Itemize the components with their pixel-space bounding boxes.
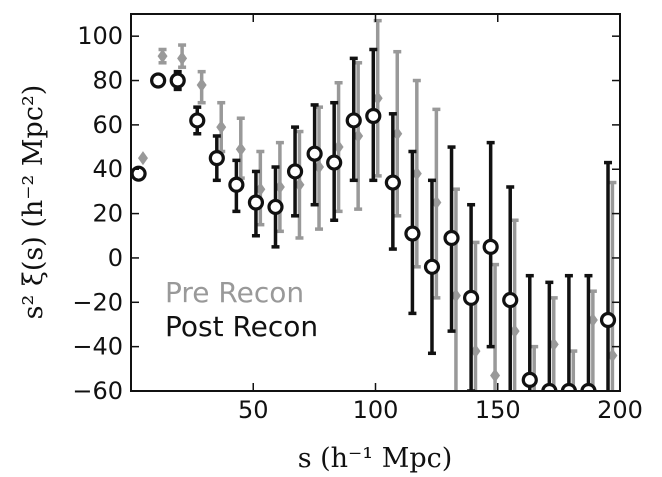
data-point-pre-recon bbox=[509, 324, 520, 339]
y-tick-label: 40 bbox=[92, 155, 123, 183]
data-point-pre-recon bbox=[196, 77, 207, 92]
data-point-pre-recon bbox=[431, 195, 442, 210]
y-tick-label: −60 bbox=[72, 377, 123, 405]
data-point-post-recon bbox=[443, 229, 460, 247]
y-tick-label: 80 bbox=[92, 67, 123, 95]
data-point-post-recon bbox=[189, 112, 206, 129]
data-point-post-recon bbox=[404, 225, 421, 242]
data-point-pre-recon bbox=[353, 128, 364, 143]
data-point-post-recon bbox=[306, 145, 323, 162]
data-point-post-recon bbox=[169, 72, 186, 89]
x-tick-label: 50 bbox=[238, 396, 269, 424]
data-point-pre-recon bbox=[294, 177, 305, 192]
y-tick-label: −20 bbox=[72, 288, 123, 316]
data-point-post-recon bbox=[423, 258, 441, 275]
data-point-post-recon bbox=[482, 238, 499, 255]
data-point-pre-recon bbox=[607, 348, 618, 363]
data-point-post-recon bbox=[286, 163, 304, 180]
y-tick-label: 100 bbox=[77, 22, 123, 50]
series-pre-recon bbox=[137, 18, 618, 391]
data-point-pre-recon bbox=[392, 126, 403, 141]
y-tick-label: 60 bbox=[92, 111, 123, 139]
data-point-post-recon bbox=[228, 176, 245, 193]
x-axis-title: s (h⁻¹ Mpc) bbox=[298, 443, 453, 474]
data-point-post-recon bbox=[326, 154, 343, 171]
data-point-post-recon bbox=[247, 194, 265, 211]
y-tick-label: −40 bbox=[72, 333, 123, 361]
data-point-pre-recon bbox=[157, 49, 168, 64]
y-tick-label: 20 bbox=[92, 200, 123, 228]
axis-ticks: 50 100 150 200 −60 −40 −20 0 20 40 60 80 100 bbox=[72, 14, 643, 424]
legend-entry-pre-recon: Pre Recon bbox=[165, 276, 304, 309]
data-point-post-recon bbox=[541, 382, 558, 391]
data-point-pre-recon bbox=[274, 179, 285, 194]
data-point-pre-recon bbox=[177, 51, 188, 66]
data-point-pre-recon bbox=[587, 313, 598, 328]
data-point-post-recon bbox=[267, 198, 284, 216]
y-tick-label: 0 bbox=[108, 244, 123, 272]
data-point-pre-recon bbox=[450, 288, 461, 303]
data-point-pre-recon bbox=[255, 182, 266, 197]
data-point-pre-recon bbox=[235, 142, 246, 157]
data-layer bbox=[131, 18, 618, 391]
legend-entry-post-recon: Post Recon bbox=[165, 310, 318, 343]
data-point-post-recon bbox=[150, 72, 167, 89]
data-point-pre-recon bbox=[372, 91, 383, 106]
x-tick-label: 200 bbox=[597, 396, 643, 424]
legend: Pre Recon Post Recon bbox=[165, 276, 318, 343]
data-point-pre-recon bbox=[333, 140, 344, 155]
data-point-post-recon bbox=[345, 112, 362, 129]
data-point-pre-recon bbox=[411, 166, 422, 181]
data-point-post-recon bbox=[599, 311, 617, 329]
data-point-post-recon bbox=[521, 371, 538, 389]
data-point-pre-recon bbox=[314, 160, 325, 175]
data-point-pre-recon bbox=[490, 368, 501, 383]
x-tick-label: 100 bbox=[353, 396, 399, 424]
data-point-post-recon bbox=[560, 382, 577, 391]
data-point-post-recon bbox=[365, 107, 382, 125]
data-point-pre-recon bbox=[470, 344, 481, 359]
y-axis-title: s² ξ(s) (h⁻² Mpc²) bbox=[18, 85, 49, 320]
data-point-post-recon bbox=[462, 289, 480, 306]
data-point-post-recon bbox=[502, 291, 519, 309]
data-point-pre-recon bbox=[216, 120, 227, 135]
series-post-recon bbox=[131, 47, 617, 391]
data-point-post-recon bbox=[131, 165, 147, 182]
data-point-post-recon bbox=[384, 174, 401, 191]
data-point-pre-recon bbox=[548, 337, 559, 352]
data-point-pre-recon bbox=[137, 151, 148, 166]
x-tick-label: 150 bbox=[475, 396, 521, 424]
data-point-post-recon bbox=[580, 382, 597, 391]
data-point-post-recon bbox=[208, 150, 225, 167]
